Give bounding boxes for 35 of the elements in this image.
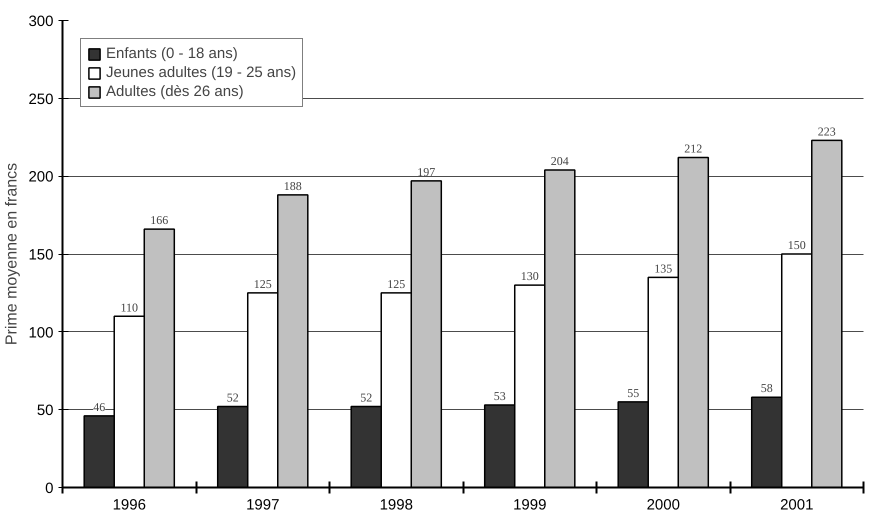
data-label: 110 bbox=[120, 300, 138, 314]
legend-label: Jeunes adultes (19 - 25 ans) bbox=[106, 64, 296, 81]
y-tick-label: 250 bbox=[28, 90, 54, 108]
x-tick-label: 1996 bbox=[112, 496, 146, 512]
data-label: 197 bbox=[417, 164, 436, 179]
data-label: 166 bbox=[150, 213, 168, 228]
y-tick-label: 0 bbox=[45, 480, 54, 497]
data-label: 46 bbox=[93, 400, 106, 414]
data-label: 52 bbox=[226, 390, 239, 405]
y-tick-label: 150 bbox=[28, 246, 54, 264]
data-label: 53 bbox=[494, 388, 506, 403]
data-label: 58 bbox=[760, 381, 773, 396]
data-label: 125 bbox=[387, 276, 406, 291]
data-label: 223 bbox=[818, 124, 836, 138]
data-label: 55 bbox=[627, 386, 640, 400]
legend-label: Adultes (dès 26 ans) bbox=[106, 83, 244, 100]
y-tick-label: 100 bbox=[28, 324, 54, 342]
data-label: 125 bbox=[254, 276, 272, 291]
data-label: 188 bbox=[284, 178, 302, 193]
legend-label: Enfants (0 - 18 ans) bbox=[106, 45, 238, 62]
data-label: 150 bbox=[788, 238, 806, 252]
y-axis-title: Prime moyenne en francs bbox=[3, 162, 20, 346]
y-tick-label: 200 bbox=[28, 168, 54, 186]
x-tick-label: 1997 bbox=[246, 496, 280, 512]
data-label: 52 bbox=[360, 390, 372, 405]
x-tick-label: 1999 bbox=[513, 496, 546, 512]
data-label: 135 bbox=[654, 261, 672, 276]
y-tick-label: 50 bbox=[36, 402, 54, 420]
x-tick-label: 2000 bbox=[646, 496, 680, 512]
data-label: 130 bbox=[520, 269, 539, 284]
x-tick-label: 1998 bbox=[380, 496, 413, 512]
data-label: 204 bbox=[550, 154, 569, 168]
y-tick-label: 300 bbox=[28, 13, 54, 30]
x-tick-label: 2001 bbox=[780, 496, 814, 512]
data-label: 212 bbox=[684, 141, 702, 156]
